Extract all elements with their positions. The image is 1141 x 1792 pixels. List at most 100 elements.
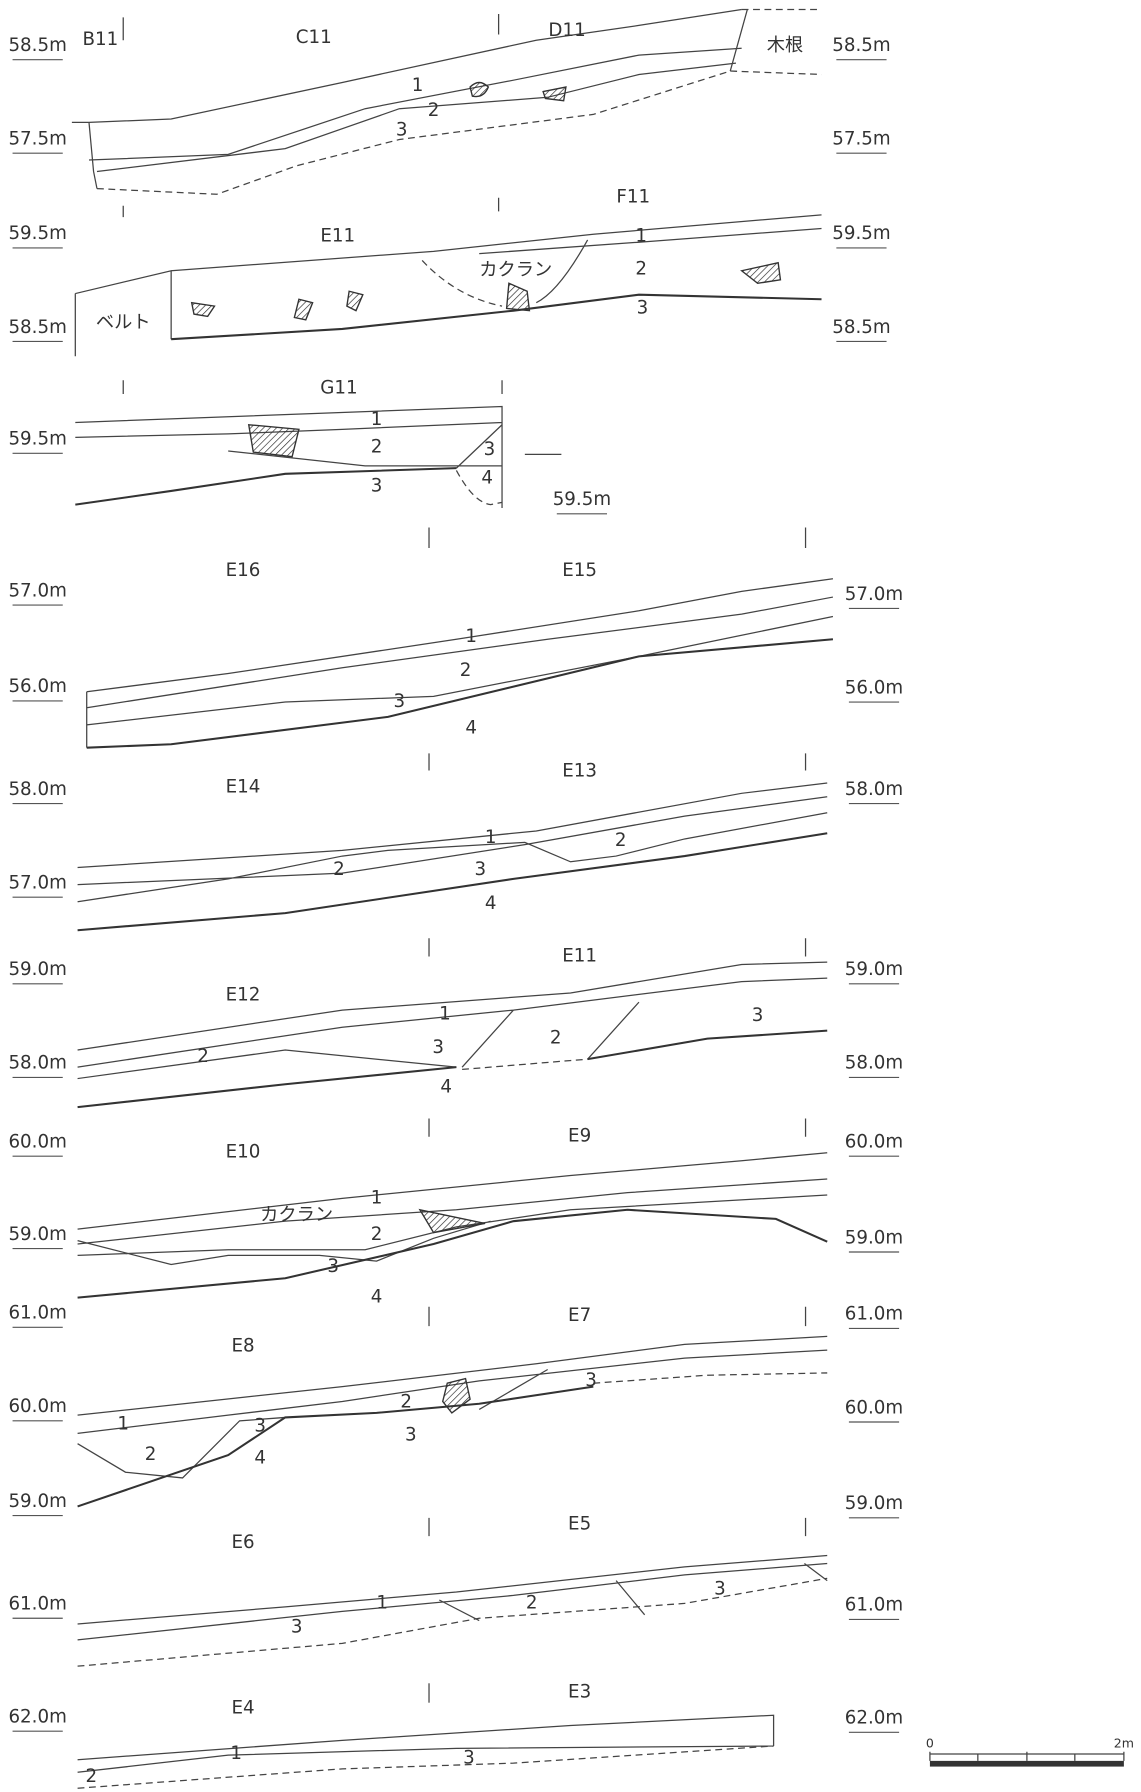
- elevation-label: 57.0m: [8, 872, 66, 893]
- note-label: 木根: [767, 35, 804, 56]
- layer-number: 1: [635, 226, 647, 247]
- base-line: [77, 832, 828, 932]
- layer-number: 1: [376, 1592, 388, 1613]
- layer-line: [77, 1554, 828, 1641]
- layer-number: 3: [752, 1005, 764, 1026]
- layer-number: 3: [585, 1370, 597, 1391]
- elevation-label: 59.5m: [553, 489, 611, 510]
- layer-number: 1: [465, 626, 477, 647]
- layer-number: 3: [405, 1425, 417, 1446]
- grid-label: E5: [568, 1514, 591, 1535]
- grid-label: E4: [231, 1697, 254, 1718]
- layer-number: 3: [327, 1256, 339, 1277]
- dashed-line: [77, 1577, 828, 1667]
- elevation-label: 57.5m: [832, 129, 890, 150]
- elevation-label: 59.0m: [8, 959, 66, 980]
- scale-ticks: [929, 1751, 1125, 1761]
- layer-number: 2: [550, 1028, 562, 1049]
- layer-number: 4: [371, 1287, 383, 1308]
- elevation-label: 58.5m: [8, 317, 66, 338]
- edge-line: [88, 9, 748, 189]
- elevation-label: 57.5m: [8, 129, 66, 150]
- surface-line: [71, 8, 742, 124]
- grid-label: G11: [320, 377, 357, 398]
- layer-number: 2: [371, 1224, 383, 1245]
- layer-number: 4: [254, 1448, 266, 1469]
- stone: [441, 1377, 471, 1414]
- grid-label: E3: [568, 1681, 591, 1702]
- layer-number: 3: [475, 859, 487, 880]
- base-line: [171, 293, 822, 341]
- dashed-line: [421, 260, 503, 307]
- layer-number: 2: [197, 1046, 209, 1067]
- layer-number: 4: [481, 467, 493, 488]
- elevation-label: 58.5m: [832, 317, 890, 338]
- grid-label: E12: [226, 984, 261, 1005]
- elevation-label: 56.0m: [845, 677, 903, 698]
- grid-label: E8: [231, 1336, 254, 1357]
- layer-line: [77, 1714, 775, 1773]
- stone: [469, 81, 490, 98]
- layer-number: 4: [440, 1077, 452, 1098]
- stone: [740, 261, 782, 285]
- elevation-label: 60.0m: [845, 1131, 903, 1152]
- elevation-label: 59.5m: [8, 429, 66, 450]
- grid-label: E13: [562, 761, 597, 782]
- grid-tick: [122, 14, 500, 218]
- stone: [418, 1208, 486, 1234]
- elevation-label: 62.0m: [845, 1708, 903, 1729]
- layer-line: [77, 961, 828, 1080]
- grid-tick: [428, 1118, 807, 1137]
- section-lines: [71, 8, 1125, 1789]
- layer-number: 2: [428, 100, 440, 121]
- elevation-label: 60.0m: [8, 1396, 66, 1417]
- layer-number: 3: [394, 691, 406, 712]
- layer-number: 1: [371, 1187, 383, 1208]
- stone: [247, 424, 300, 458]
- grid-label: E15: [562, 560, 597, 581]
- layer-line: [535, 239, 589, 304]
- layer-number: 2: [145, 1444, 157, 1465]
- layer-number: 2: [615, 830, 627, 851]
- elevation-label: 58.5m: [8, 35, 66, 56]
- dashed-line: [593, 1372, 828, 1384]
- grid-label: C11: [296, 27, 332, 48]
- stone: [346, 290, 364, 312]
- layer-number: 2: [371, 437, 383, 458]
- layer-number: 3: [371, 475, 383, 496]
- elevation-label: 61.0m: [8, 1303, 66, 1324]
- grid-label: E7: [568, 1305, 591, 1326]
- grid-label: E16: [226, 560, 261, 581]
- grid-tick: [428, 1517, 807, 1537]
- layer-line: [77, 1152, 828, 1266]
- layer-line: [86, 578, 834, 748]
- scale-bar: [929, 1760, 1124, 1767]
- layer-number: 3: [484, 439, 496, 460]
- stone: [542, 86, 567, 102]
- grid-tick: [122, 380, 503, 394]
- elevation-label: 57.0m: [845, 584, 903, 605]
- grid-label: F11: [616, 187, 650, 208]
- elevation-label: 58.0m: [845, 1053, 903, 1074]
- dashed-line: [730, 8, 822, 76]
- grid-label: E9: [568, 1126, 591, 1147]
- elevation-label: 59.0m: [845, 959, 903, 980]
- note-label: カクラン: [260, 1204, 333, 1225]
- grid-tick: [428, 1306, 807, 1327]
- layer-number: 2: [400, 1392, 412, 1413]
- layer-number: 3: [396, 119, 408, 140]
- layer-number: 1: [485, 827, 497, 848]
- elevation-label: 57.0m: [8, 580, 66, 601]
- layer-number: 3: [463, 1748, 475, 1769]
- grid-tick: [428, 938, 807, 957]
- dashed-line: [96, 70, 731, 195]
- elevation-label: 59.0m: [8, 1224, 66, 1245]
- layer-number: 1: [412, 75, 424, 96]
- layer-number: 3: [714, 1579, 726, 1600]
- elevation-label: 59.0m: [845, 1227, 903, 1248]
- layer-number: 3: [254, 1416, 266, 1437]
- elevation-label: 59.5m: [8, 223, 66, 244]
- note-label: カクラン: [479, 260, 552, 281]
- layer-number: 1: [117, 1413, 129, 1434]
